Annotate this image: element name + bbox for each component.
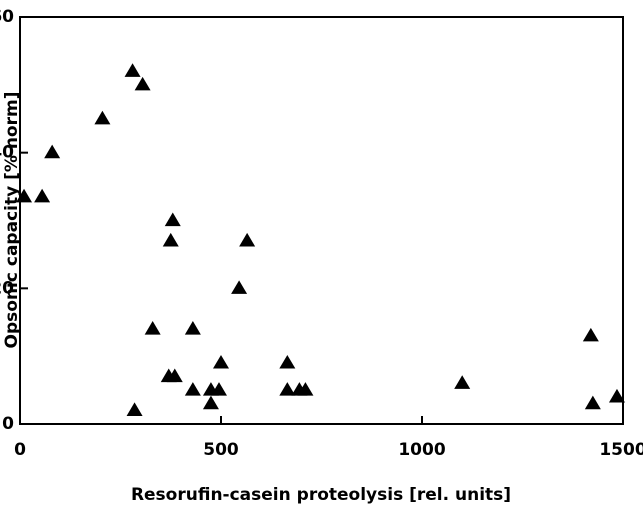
data-point — [231, 280, 248, 294]
data-point — [279, 354, 296, 369]
data-point — [134, 76, 151, 91]
data-point — [126, 402, 143, 417]
data-point — [34, 188, 51, 203]
x-tick-label: 1500 — [599, 440, 643, 460]
data-point — [239, 232, 256, 247]
y-axis-label: Opsonic capacity [% norm] — [2, 92, 22, 349]
data-point — [297, 382, 314, 396]
data-point — [184, 321, 201, 335]
data-point — [94, 110, 111, 125]
data-point — [213, 354, 229, 369]
data-point — [584, 395, 601, 410]
y-tick-label: 20 — [0, 278, 14, 298]
data-point — [279, 382, 296, 396]
data-point — [202, 382, 219, 396]
data-point — [16, 188, 33, 203]
x-tick-label: 0 — [14, 440, 26, 460]
data-point — [166, 368, 183, 383]
data-point — [608, 388, 625, 403]
data-point — [184, 382, 201, 396]
data-point — [454, 375, 471, 389]
y-tick-label: 60 — [0, 7, 14, 27]
data-point — [44, 144, 61, 159]
x-tick-label: 1000 — [398, 440, 445, 460]
plot-frame — [19, 16, 624, 425]
data-point — [124, 63, 141, 77]
data-point — [202, 395, 219, 410]
data-point — [164, 212, 181, 227]
data-point — [162, 232, 179, 247]
data-point — [582, 327, 599, 342]
data-point — [144, 321, 161, 335]
y-tick-label: 0 — [2, 414, 14, 434]
x-axis-label: Resorufin-casein proteolysis [rel. units… — [131, 485, 511, 505]
y-tick-label: 40 — [0, 143, 14, 163]
x-tick-label: 500 — [203, 440, 239, 460]
